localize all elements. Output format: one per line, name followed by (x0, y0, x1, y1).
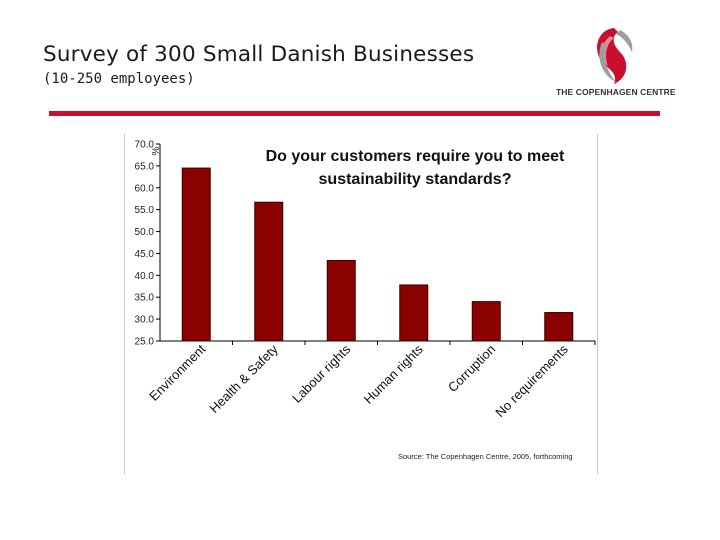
bar (471, 301, 501, 342)
chart-source: Source: The Copenhagen Centre, 2005, for… (398, 452, 573, 461)
y-axis-label: % (151, 146, 162, 155)
y-tick-label: 45.0 (135, 249, 155, 260)
logo-wordmark: THE COPENHAGEN CENTRE (556, 87, 676, 97)
y-tick-label: 40.0 (135, 271, 155, 282)
x-tick-label: Corruption (445, 342, 499, 396)
y-tick-label: 30.0 (135, 315, 155, 326)
y-tick-label: 60.0 (135, 183, 155, 194)
slide-title: Survey of 300 Small Danish Businesses (43, 42, 475, 67)
y-tick-label: 25.0 (135, 337, 155, 348)
chart-title: Do your customers require you to meet (266, 148, 565, 165)
bar (399, 284, 429, 342)
x-tick-label: Health & Safety (206, 341, 281, 416)
y-tick-label: 50.0 (135, 227, 155, 238)
chart-title: sustainability standards? (319, 171, 512, 188)
copenhagen-centre-logo-icon (597, 28, 633, 84)
x-tick-label: No requirements (492, 341, 571, 420)
bar (181, 167, 211, 342)
y-tick-label: 65.0 (135, 161, 155, 172)
bar-chart: 25.0 30.0 35.0 40.0 45.0 50.0 55.0 60.0 65.0 70.0… (135, 140, 596, 420)
chart-panel: 25.0 30.0 35.0 40.0 45.0 50.0 55.0 60.0 65.0 70.0… (124, 134, 598, 474)
y-tick-label: 70.0 (135, 140, 155, 151)
title-divider (49, 111, 660, 116)
x-tick-label: Environment (146, 341, 208, 403)
x-tick-label: Labour rights (289, 341, 354, 406)
y-tick-label: 55.0 (135, 205, 155, 216)
bar (544, 312, 574, 342)
x-tick-label: Human rights (361, 341, 427, 407)
slide-subtitle: (10-250 employees) (43, 71, 195, 87)
bar (326, 259, 356, 342)
bar (254, 201, 284, 342)
y-tick-label: 35.0 (135, 293, 155, 304)
